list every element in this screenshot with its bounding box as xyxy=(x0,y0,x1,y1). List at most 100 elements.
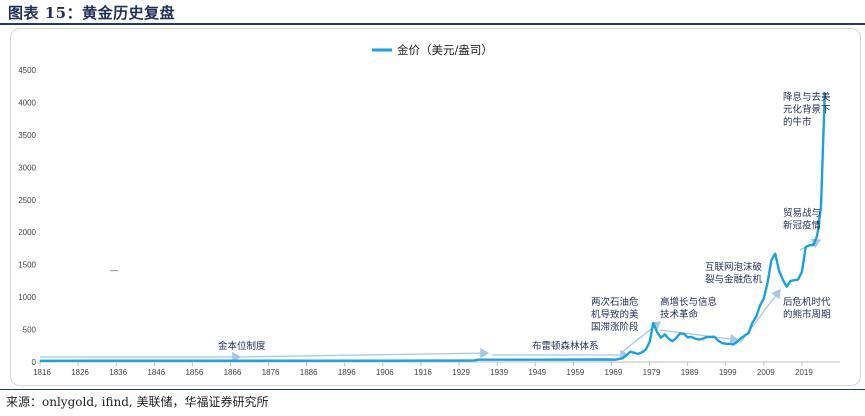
series-point xyxy=(660,337,662,339)
annotation-oil-crisis-line: 机导致的美 xyxy=(591,309,639,321)
annotation-post-crisis-line: 的熊市周期 xyxy=(783,309,831,321)
series-point xyxy=(614,359,616,361)
series-point xyxy=(748,332,750,334)
series-point xyxy=(793,279,795,281)
series-group xyxy=(39,92,826,362)
y-tick-label: 2500 xyxy=(18,196,36,205)
series-point xyxy=(168,360,171,362)
annotation-oil-crisis-line: 两次石油危 xyxy=(591,296,639,308)
series-point xyxy=(740,337,742,339)
series-point xyxy=(706,336,708,338)
series-point xyxy=(687,336,689,338)
series-point xyxy=(725,343,727,345)
series-point xyxy=(770,259,773,261)
y-tick-label: 1000 xyxy=(18,293,36,302)
series-point xyxy=(759,304,761,307)
series-point xyxy=(645,349,647,351)
series-point xyxy=(629,351,632,353)
series-point xyxy=(755,316,757,318)
annotation-rate-cut-line: 元化背景下 xyxy=(783,104,831,116)
series-point xyxy=(702,338,704,340)
annotation-bretton-woods-line: 布雷顿森林体系 xyxy=(532,340,599,352)
chart-frame xyxy=(10,28,861,386)
x-tick-label: 1939 xyxy=(490,368,508,377)
series-point xyxy=(816,235,818,237)
figure-title: 图表 15：黄金历史复盘 xyxy=(8,4,176,22)
series-point xyxy=(648,341,651,344)
annotation-oil-crisis-line: 国滞涨阶段 xyxy=(591,321,639,333)
series-point xyxy=(713,336,715,338)
series-point xyxy=(671,340,674,342)
x-tick-label: 1876 xyxy=(262,368,280,377)
footer-divider xyxy=(0,389,865,390)
series-point xyxy=(824,92,826,94)
x-tick-label: 1826 xyxy=(71,368,89,377)
annotation-rate-cut-line: 的牛市 xyxy=(783,116,812,128)
series-point xyxy=(679,332,681,334)
series-point xyxy=(751,322,754,324)
y-tick-label: 4500 xyxy=(18,66,36,75)
series-point xyxy=(92,360,94,362)
series-point xyxy=(656,331,658,333)
series-point xyxy=(709,336,712,338)
series-point xyxy=(789,280,792,282)
series-point xyxy=(675,337,677,339)
x-tick-label: 1989 xyxy=(681,368,699,377)
x-tick-label: 1846 xyxy=(147,368,165,377)
axes: 0 500 1000 1500 2000 2500 3000 3500 4000 4500 1816… xyxy=(18,66,840,377)
source-note: 来源：onlygold, ifind, 美联储，华福证券研究所 xyxy=(6,395,269,409)
annotation-arrow xyxy=(659,329,740,345)
series-point xyxy=(782,279,784,281)
legend-label: 金价（美元/盎司） xyxy=(397,43,493,57)
series-point xyxy=(728,343,731,345)
y-tick-label: 0 xyxy=(32,358,37,367)
x-tick-label: 1959 xyxy=(566,368,584,377)
series-point xyxy=(721,342,723,344)
annotation-arrow xyxy=(239,347,490,359)
x-tick-label: 1866 xyxy=(224,368,242,377)
annotation-dotcom-gfc-line: 互联网泡沫破 xyxy=(705,261,763,273)
x-tick-label: 1816 xyxy=(33,368,51,377)
series-point xyxy=(797,279,799,281)
series-point xyxy=(786,286,788,288)
x-tick-label: 1969 xyxy=(605,368,623,377)
y-tick-label: 2000 xyxy=(18,228,36,237)
y-tick-label: 4000 xyxy=(18,98,36,107)
annotation-gold-standard-line: 金本位制度 xyxy=(218,340,266,352)
x-tick-label: 1856 xyxy=(185,368,203,377)
series-point xyxy=(473,359,475,361)
series-point xyxy=(736,341,738,343)
series-line xyxy=(39,92,826,362)
x-tick-label: 1896 xyxy=(338,368,356,377)
series-point xyxy=(767,281,769,284)
x-tick-label: 1999 xyxy=(719,368,737,377)
series-point xyxy=(664,333,666,335)
series-point xyxy=(477,359,479,361)
series-point xyxy=(717,340,719,342)
series-point xyxy=(805,246,807,248)
x-tick-label: 1929 xyxy=(452,368,470,377)
series-point xyxy=(732,343,734,346)
series-point xyxy=(245,360,247,362)
series-point xyxy=(622,357,624,359)
annotation-arrows xyxy=(40,238,822,363)
series-point xyxy=(633,352,635,354)
series-point xyxy=(774,253,776,255)
series-point xyxy=(808,244,811,246)
series-point xyxy=(39,360,41,362)
stray-mark: — xyxy=(110,266,118,275)
series-point xyxy=(652,322,654,324)
y-tick-label: 3500 xyxy=(18,131,36,140)
series-point xyxy=(694,338,696,340)
series-point xyxy=(698,339,700,341)
series-point xyxy=(668,338,670,340)
x-tick-label: 1836 xyxy=(109,368,127,377)
x-tick-label: 2019 xyxy=(795,368,813,377)
series-point xyxy=(812,244,814,246)
x-tick-label: 1949 xyxy=(528,368,546,377)
annotation-trade-war-line: 新冠疫情 xyxy=(783,220,822,232)
annotation-dotcom-gfc-line: 裂与金融危机 xyxy=(705,274,763,286)
series-point xyxy=(763,298,765,300)
y-tick-label: 3000 xyxy=(18,163,36,172)
